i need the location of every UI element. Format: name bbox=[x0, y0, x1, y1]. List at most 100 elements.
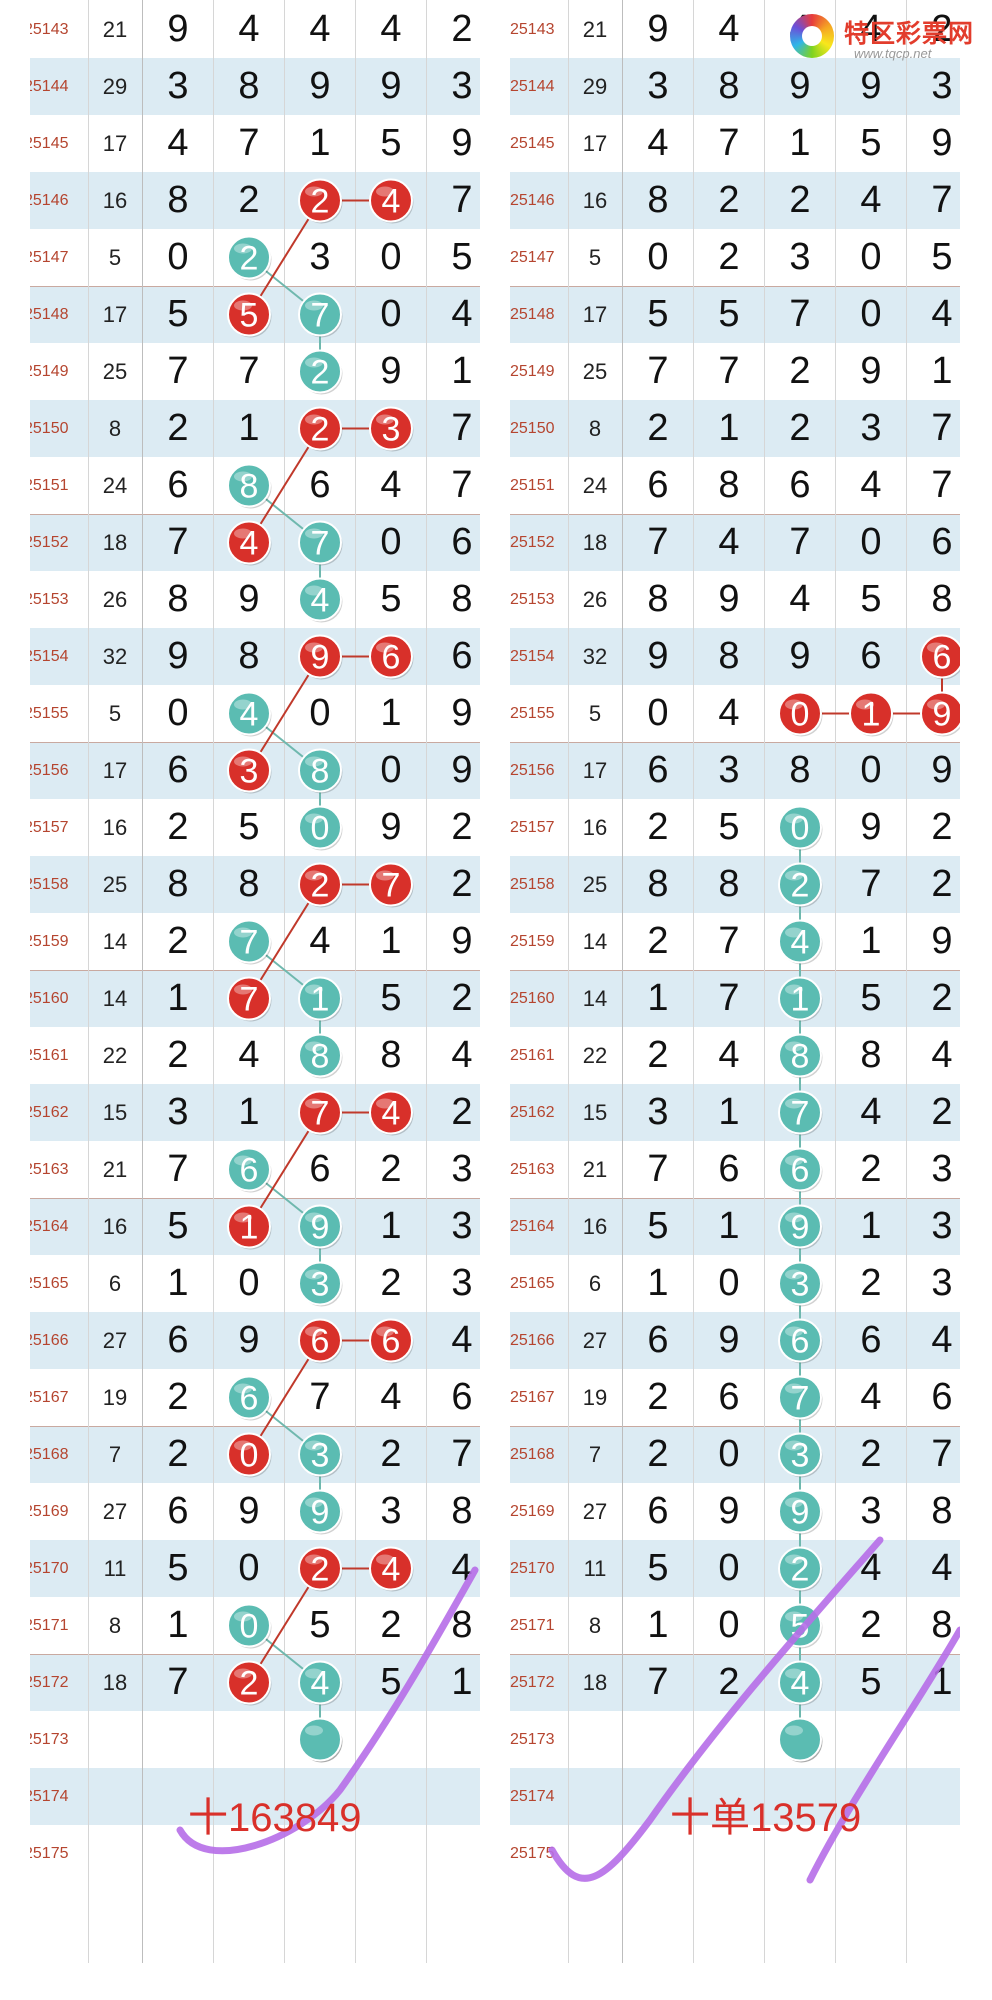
column-divider bbox=[142, 0, 143, 1963]
digit-cell: 3 bbox=[451, 1262, 473, 1304]
digit-cell bbox=[356, 628, 427, 685]
issue-number: 25150 bbox=[510, 420, 555, 437]
sum-value: 27 bbox=[582, 1499, 608, 1524]
digit-cell: 5 bbox=[860, 578, 882, 620]
table-row: 25148 17 5 5 7 0 4 bbox=[510, 286, 960, 343]
sum-value bbox=[88, 1825, 142, 1882]
issue-number: 25161 bbox=[510, 1047, 555, 1064]
issue-number: 25154 bbox=[510, 648, 555, 665]
table-row: 25150 8 2 1 2 3 7 bbox=[510, 400, 960, 457]
table-row: 25145 17 4 7 1 5 9 bbox=[30, 115, 480, 172]
sum-value: 8 bbox=[588, 416, 602, 441]
table-row: 25152 18 7 0 6 bbox=[30, 514, 480, 571]
digit-cell bbox=[285, 343, 356, 400]
digit-cell: 4 bbox=[380, 1376, 402, 1418]
table-row: 25170 11 5 0 4 4 bbox=[510, 1540, 960, 1597]
digit-cell: 1 bbox=[647, 977, 669, 1019]
digit-cell: 3 bbox=[647, 1091, 669, 1133]
table-row: 25148 17 5 0 4 bbox=[30, 286, 480, 343]
digit-cell: 6 bbox=[451, 521, 473, 563]
sum-value: 18 bbox=[582, 530, 608, 555]
issue-number: 25170 bbox=[30, 1560, 69, 1577]
table-row: 25164 16 5 1 1 3 bbox=[510, 1198, 960, 1255]
column-divider bbox=[568, 0, 569, 1963]
sum-value: 16 bbox=[582, 1214, 608, 1239]
digit-cell: 2 bbox=[380, 1148, 402, 1190]
digit-cell: 8 bbox=[238, 863, 260, 905]
digit-cell: 6 bbox=[860, 1319, 882, 1361]
digit-cell: 4 bbox=[789, 578, 811, 620]
digit-cell: 1 bbox=[860, 1205, 882, 1247]
digit-cell bbox=[765, 1027, 836, 1084]
digit-cell bbox=[285, 1426, 356, 1483]
digit-cell: 7 bbox=[789, 521, 811, 563]
digit-cell: 2 bbox=[167, 1034, 189, 1076]
sum-value bbox=[568, 1768, 622, 1825]
digit-cell: 9 bbox=[718, 1490, 740, 1532]
table-row: 25172 18 7 5 1 bbox=[30, 1654, 480, 1711]
sum-value: 32 bbox=[582, 644, 608, 669]
digit-cell: 2 bbox=[931, 8, 953, 50]
digit-cell: 7 bbox=[789, 293, 811, 335]
sum-value: 6 bbox=[588, 1271, 602, 1296]
digit-cell bbox=[285, 172, 356, 229]
digit-cell: 9 bbox=[451, 122, 473, 164]
sum-value: 27 bbox=[582, 1328, 608, 1353]
table-row: 25159 14 2 4 1 9 bbox=[30, 913, 480, 970]
site-logo[interactable]: 特区彩票网 www.tqcp.net bbox=[790, 8, 990, 68]
table-row: 25149 25 7 7 2 9 1 bbox=[510, 343, 960, 400]
issue-number: 25159 bbox=[30, 933, 69, 950]
issue-number: 25159 bbox=[510, 933, 555, 950]
digit-cell: 4 bbox=[718, 1034, 740, 1076]
digit-cell: 6 bbox=[931, 521, 953, 563]
digit-cell: 3 bbox=[451, 1205, 473, 1247]
digit-cell: 2 bbox=[647, 1376, 669, 1418]
digit-cell: 9 bbox=[238, 1490, 260, 1532]
digit-cell bbox=[285, 1027, 356, 1084]
table-row: 25155 5 0 4 bbox=[510, 685, 960, 742]
digit-cell bbox=[765, 856, 836, 913]
digit-cell: 3 bbox=[931, 1205, 953, 1247]
issue-number: 25151 bbox=[510, 477, 555, 494]
column-divider bbox=[213, 0, 214, 1963]
issue-number: 25144 bbox=[30, 78, 69, 95]
digit-cell: 8 bbox=[931, 1490, 953, 1532]
issue-number: 25147 bbox=[510, 249, 555, 266]
digit-cell: 4 bbox=[860, 8, 882, 50]
sum-value: 17 bbox=[582, 758, 608, 783]
digit-cell bbox=[214, 1198, 285, 1255]
sum-value: 18 bbox=[102, 530, 128, 555]
table-row: 25151 24 6 6 4 7 bbox=[30, 457, 480, 514]
sum-value: 14 bbox=[102, 986, 128, 1011]
sum-value: 16 bbox=[582, 188, 608, 213]
sum-value: 27 bbox=[102, 1328, 128, 1353]
sum-value: 7 bbox=[108, 1442, 122, 1467]
digit-cell: 4 bbox=[309, 920, 331, 962]
digit-cell: 4 bbox=[860, 1547, 882, 1589]
sum-value: 25 bbox=[582, 872, 608, 897]
digit-cell: 0 bbox=[647, 236, 669, 278]
digit-cell: 6 bbox=[167, 749, 189, 791]
digit-cell bbox=[907, 685, 961, 742]
sum-value: 5 bbox=[108, 701, 122, 726]
digit-cell: 8 bbox=[718, 464, 740, 506]
digit-cell bbox=[765, 1312, 836, 1369]
digit-cell: 3 bbox=[380, 1490, 402, 1532]
digit-cell: 6 bbox=[647, 749, 669, 791]
sum-value: 17 bbox=[102, 758, 128, 783]
digit-cell bbox=[285, 1198, 356, 1255]
digit-cell: 5 bbox=[167, 1205, 189, 1247]
issue-number: 25165 bbox=[510, 1275, 555, 1292]
table-row: 25164 16 5 1 3 bbox=[30, 1198, 480, 1255]
digit-cell: 3 bbox=[860, 407, 882, 449]
digit-cell: 9 bbox=[238, 1319, 260, 1361]
digit-cell: 0 bbox=[380, 749, 402, 791]
digit-cell: 3 bbox=[931, 1148, 953, 1190]
sum-value: 19 bbox=[582, 1385, 608, 1410]
digit-cell bbox=[285, 1540, 356, 1597]
digit-cell bbox=[765, 1654, 836, 1711]
digit-cell: 2 bbox=[167, 407, 189, 449]
digit-cell: 1 bbox=[380, 920, 402, 962]
sum-value: 16 bbox=[102, 1214, 128, 1239]
digit-cell: 9 bbox=[167, 8, 189, 50]
